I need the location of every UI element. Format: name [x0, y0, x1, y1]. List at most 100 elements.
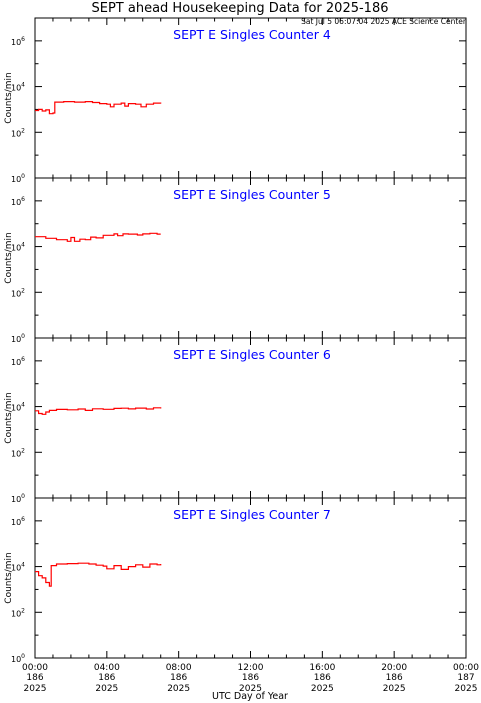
plot-frame	[34, 17, 467, 179]
y-tick-base: 10	[11, 129, 21, 138]
x-tick-time: 08:00	[166, 663, 192, 673]
y-tick-exponent: 2	[21, 447, 25, 454]
y-tick-label: 100	[11, 173, 25, 184]
y-axis-label: Counts/min	[4, 232, 14, 283]
y-tick-base: 10	[11, 518, 21, 527]
y-tick-label: 104	[11, 242, 25, 253]
y-tick-label: 106	[11, 356, 25, 367]
x-tick-doy: 187	[457, 673, 474, 683]
y-tick-exponent: 0	[21, 493, 25, 500]
y-tick-exponent: 6	[21, 196, 25, 203]
y-tick-base: 10	[11, 358, 21, 367]
y-tick-exponent: 0	[21, 653, 25, 660]
y-tick-label: 106	[11, 36, 25, 47]
x-tick-time: 20:00	[381, 663, 407, 673]
y-tick-label: 100	[11, 653, 25, 664]
y-tick-exponent: 4	[21, 402, 25, 409]
x-tick-year: 2025	[455, 684, 478, 694]
y-tick-exponent: 2	[21, 287, 25, 294]
y-axis-label: Counts/min	[4, 72, 14, 123]
x-tick-year: 2025	[24, 684, 47, 694]
y-tick-exponent: 0	[21, 333, 25, 340]
counts-series-line	[35, 562, 162, 587]
x-tick-time: 00:00	[22, 663, 48, 673]
y-tick-base: 10	[11, 84, 21, 93]
x-tick-doy: 186	[26, 673, 43, 683]
y-tick-label: 102	[11, 127, 25, 138]
plot-frame	[34, 177, 467, 339]
x-tick-year: 2025	[383, 684, 406, 694]
x-tick-year: 2025	[239, 684, 262, 694]
counts-series-line	[35, 407, 162, 415]
y-tick-base: 10	[11, 609, 21, 618]
y-tick-exponent: 6	[21, 36, 25, 43]
x-tick-year: 2025	[95, 684, 118, 694]
y-axis-label: Counts/min	[4, 552, 14, 603]
y-tick-exponent: 6	[21, 356, 25, 363]
y-tick-base: 10	[11, 655, 21, 664]
y-tick-base: 10	[11, 38, 21, 47]
x-tick-doy: 186	[386, 673, 403, 683]
y-tick-base: 10	[11, 495, 21, 504]
y-tick-label: 104	[11, 82, 25, 93]
x-tick-year: 2025	[311, 684, 334, 694]
figure-title: SEPT ahead Housekeeping Data for 2025-18…	[92, 1, 389, 16]
y-tick-base: 10	[11, 404, 21, 413]
x-tick-doy: 186	[242, 673, 259, 683]
y-tick-label: 102	[11, 607, 25, 618]
x-tick-doy: 186	[98, 673, 115, 683]
y-tick-label: 106	[11, 516, 25, 527]
x-tick-time: 12:00	[238, 663, 264, 673]
y-tick-label: 100	[11, 493, 25, 504]
x-tick-time: 16:00	[309, 663, 335, 673]
plot-frame	[34, 337, 467, 499]
y-tick-base: 10	[11, 289, 21, 298]
plot-frame	[34, 497, 467, 659]
y-tick-label: 102	[11, 447, 25, 458]
x-tick-year: 2025	[167, 684, 190, 694]
x-tick-time: 00:00	[453, 663, 479, 673]
y-tick-label: 104	[11, 562, 25, 573]
panel-title: SEPT E Singles Counter 7	[173, 507, 331, 522]
counts-series-line	[35, 101, 162, 115]
panel-title: SEPT E Singles Counter 5	[173, 187, 331, 202]
y-tick-exponent: 4	[21, 562, 25, 569]
y-tick-base: 10	[11, 198, 21, 207]
y-axis-label: Counts/min	[4, 392, 14, 443]
y-tick-label: 100	[11, 333, 25, 344]
y-tick-base: 10	[11, 449, 21, 458]
y-tick-base: 10	[11, 175, 21, 184]
generation-timestamp: Sat Jul 5 06:07:04 2025 ACE Science Cent…	[301, 17, 467, 26]
y-tick-base: 10	[11, 244, 21, 253]
counts-series-line	[35, 232, 161, 242]
y-tick-exponent: 4	[21, 242, 25, 249]
panel-title: SEPT E Singles Counter 4	[173, 27, 331, 42]
y-tick-exponent: 2	[21, 607, 25, 614]
x-tick-doy: 186	[170, 673, 187, 683]
panel-title: SEPT E Singles Counter 6	[173, 347, 331, 362]
y-tick-exponent: 0	[21, 173, 25, 180]
y-tick-exponent: 4	[21, 82, 25, 89]
y-tick-base: 10	[11, 335, 21, 344]
y-tick-exponent: 6	[21, 516, 25, 523]
x-tick-time: 04:00	[94, 663, 120, 673]
y-tick-label: 102	[11, 287, 25, 298]
y-tick-exponent: 2	[21, 127, 25, 134]
y-tick-base: 10	[11, 564, 21, 573]
x-axis-label: UTC Day of Year	[212, 691, 288, 702]
x-tick-doy: 186	[314, 673, 331, 683]
y-tick-label: 104	[11, 402, 25, 413]
y-tick-label: 106	[11, 196, 25, 207]
